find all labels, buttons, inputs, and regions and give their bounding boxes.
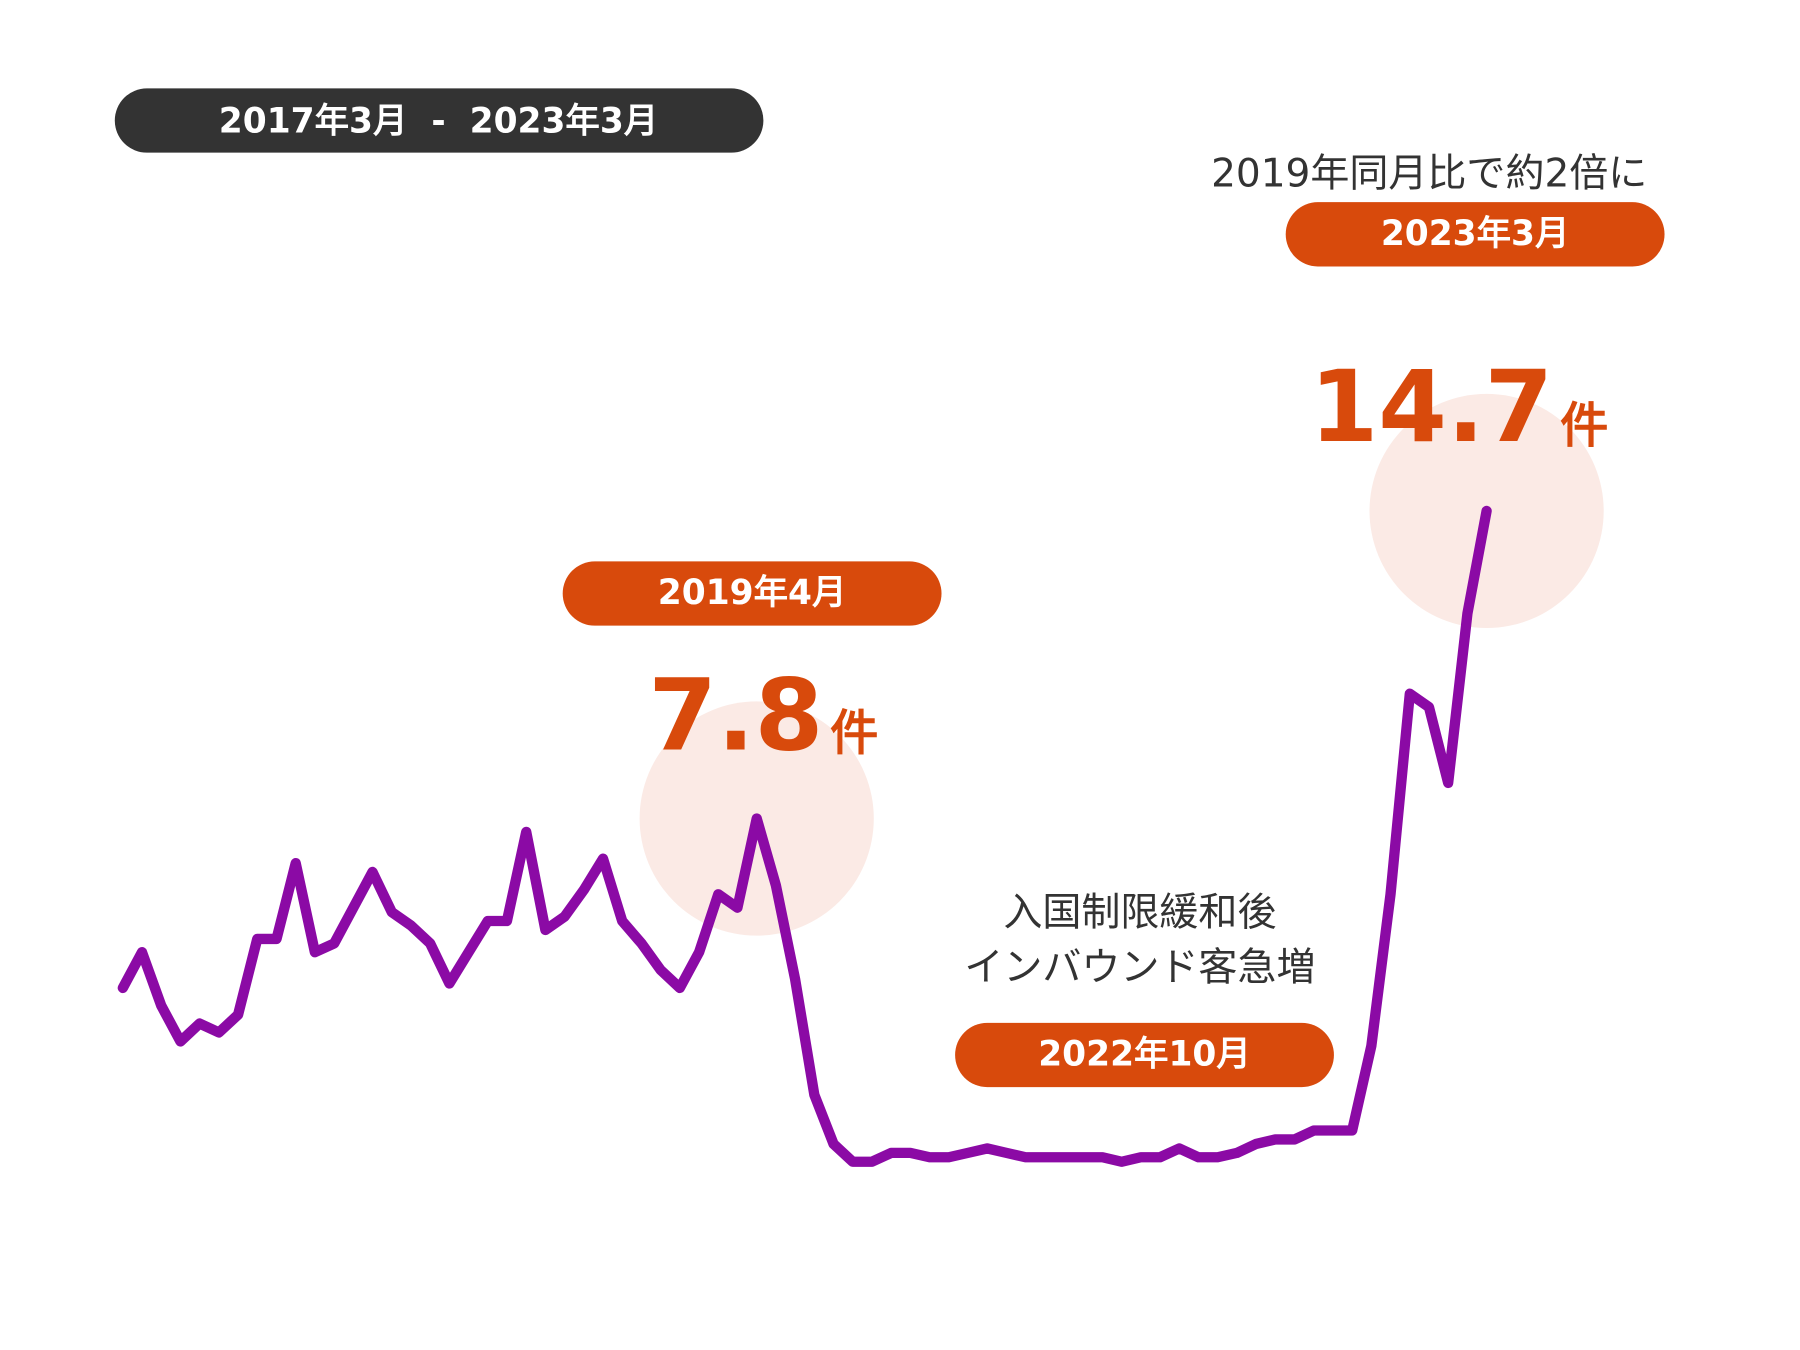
annotation-pill <box>562 561 942 626</box>
annotation-period: 2022年10月 <box>1038 1035 1251 1075</box>
annotation-pill <box>955 1022 1334 1088</box>
annotation-pill <box>1285 202 1665 267</box>
annotation-unit: 件 <box>830 706 878 762</box>
annotation-note: 2019年同月比で約2倍に <box>1211 151 1647 196</box>
subtitle: 2017年3月 - 2023年3月 <box>219 101 658 141</box>
data-line <box>117 505 1492 1167</box>
period-pill <box>114 88 764 153</box>
annotation-note: 入国制限緩和後 <box>1003 890 1276 935</box>
annotation-period: 2019年4月 <box>658 573 847 613</box>
annotation-unit: 件 <box>1560 398 1608 454</box>
annotation-note: インバウンド客急増 <box>964 946 1315 991</box>
annotation-value: 14.7 <box>1310 350 1554 465</box>
annotation-value: 7.8 <box>648 659 823 774</box>
annotation-period: 2023年3月 <box>1381 214 1570 254</box>
